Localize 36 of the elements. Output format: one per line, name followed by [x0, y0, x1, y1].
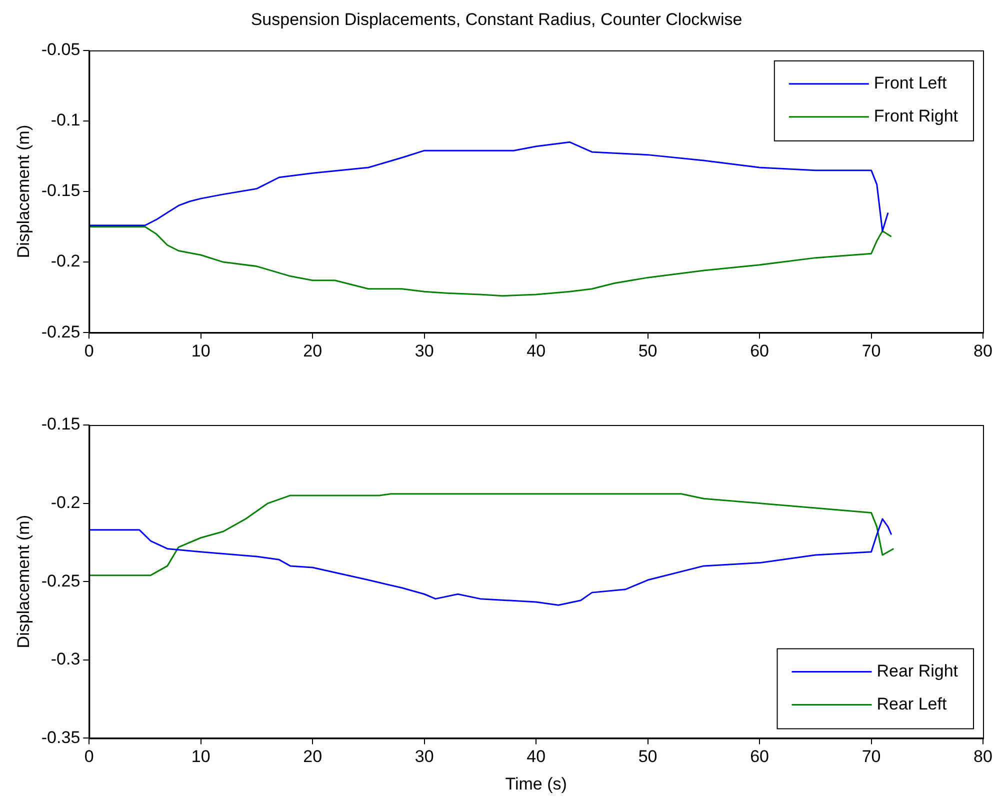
- y-tick-label: -0.05: [41, 40, 80, 60]
- x-tick-label: 60: [750, 341, 769, 360]
- y-tick-label: -0.1: [50, 110, 80, 130]
- legend-label: Front Left: [874, 74, 947, 93]
- x-tick-label: 30: [414, 341, 434, 360]
- x-tick-label: 20: [303, 341, 322, 360]
- x-tick-label: 70: [862, 747, 881, 766]
- legend-label: Rear Right: [876, 661, 958, 680]
- x-tick-label: 40: [526, 341, 546, 360]
- legend-label: Rear Left: [876, 694, 947, 714]
- y-tick-label: -0.25: [41, 322, 80, 342]
- x-axis-title: Time (s): [505, 774, 567, 794]
- y-tick-label: -0.15: [41, 414, 80, 434]
- x-tick-label: 50: [638, 747, 658, 766]
- x-tick-label: 50: [638, 341, 658, 360]
- x-tick-label: 20: [303, 747, 322, 766]
- x-tick-label: 0: [84, 341, 94, 360]
- y-tick-label: -0.25: [41, 571, 80, 590]
- x-tick-label: 80: [974, 341, 992, 360]
- x-tick-label: 10: [191, 747, 210, 766]
- y-axis-title: Displacement (m): [14, 515, 33, 648]
- y-tick-label: -0.35: [41, 728, 80, 747]
- y-tick-label: -0.2: [50, 252, 80, 271]
- y-tick-label: -0.3: [50, 650, 80, 669]
- y-axis-title: Displacement (m): [14, 124, 33, 258]
- x-tick-label: 30: [414, 747, 434, 766]
- x-tick-label: 70: [862, 341, 881, 360]
- legend-label: Front Right: [874, 106, 958, 126]
- x-tick-label: 10: [191, 341, 210, 360]
- x-tick-label: 0: [84, 747, 94, 766]
- chart-title: Suspension Displacements, Constant Radius, Counter Clockwise: [250, 10, 742, 29]
- x-tick-label: 80: [974, 747, 992, 766]
- y-tick-label: -0.15: [41, 181, 80, 200]
- x-tick-label: 40: [526, 747, 546, 766]
- y-tick-label: -0.2: [50, 492, 80, 512]
- x-tick-label: 60: [750, 747, 769, 766]
